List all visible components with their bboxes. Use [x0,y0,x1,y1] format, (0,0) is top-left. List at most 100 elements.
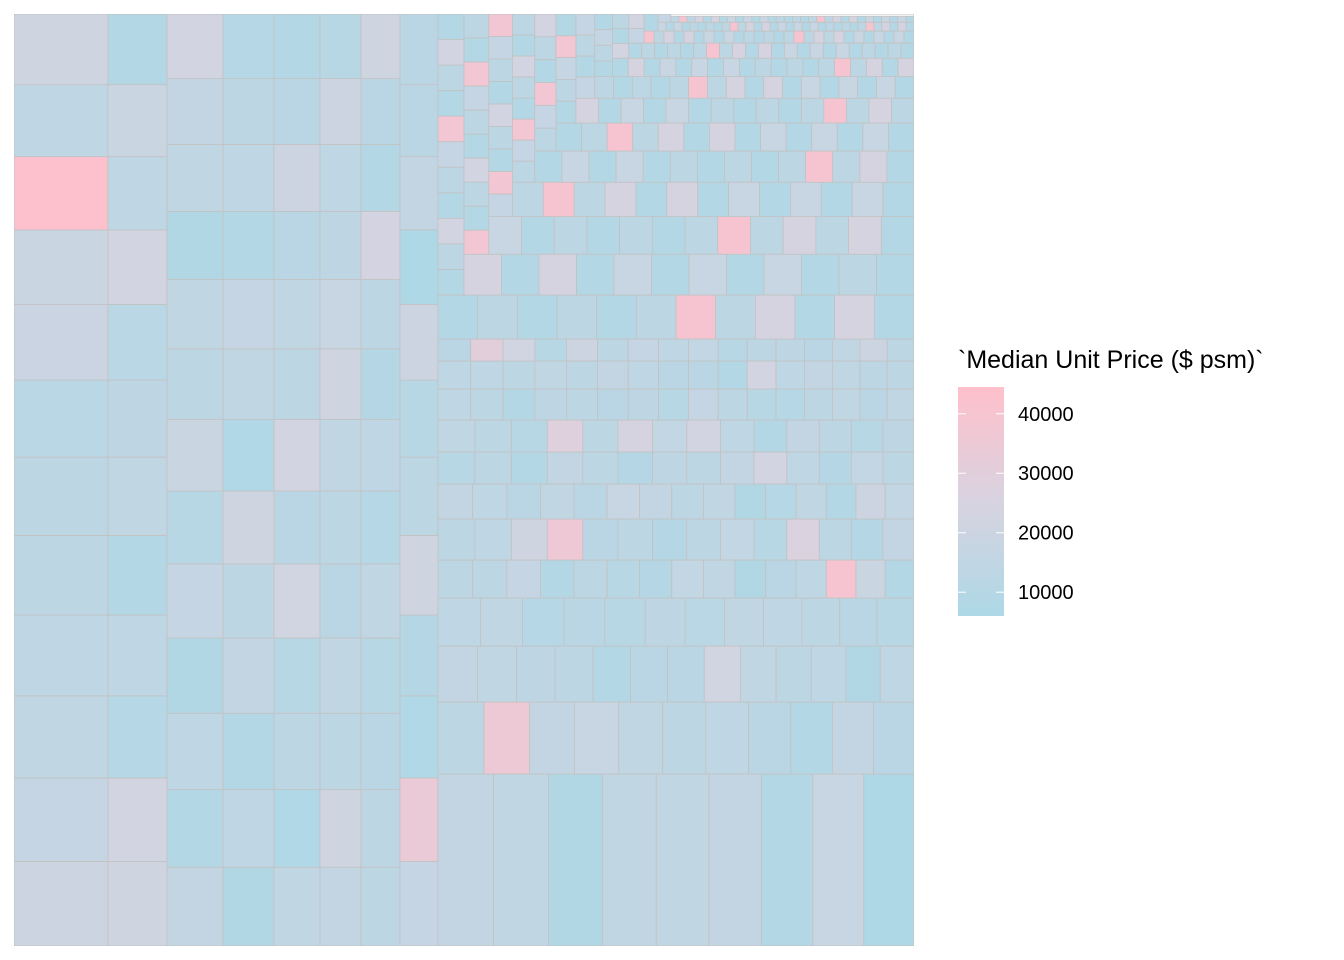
treemap-tile [702,15,712,23]
treemap-tile [882,419,914,453]
treemap-tile [703,483,736,520]
treemap-tile [746,388,777,421]
treemap-tile [502,360,536,390]
treemap-tile [643,97,667,124]
treemap-tile [710,97,735,124]
treemap-tile [737,21,747,32]
treemap-tile [612,43,630,59]
treemap-tile [744,76,765,99]
treemap-tile [319,712,362,791]
treemap-tile [719,15,728,23]
treemap-tile [793,30,805,44]
treemap-tile [14,695,109,779]
treemap-tile [743,15,753,23]
treemap-tile [705,21,715,32]
treemap-tile [511,139,536,162]
treemap-tile [14,84,109,158]
treemap-tile [273,789,321,868]
treemap-tile [582,518,619,561]
treemap-tile [594,76,614,99]
legend-tick-label: 20000 [1018,523,1074,545]
treemap-tile [835,42,850,59]
treemap-tile [848,216,882,255]
treemap-tile [703,30,715,44]
treemap-tile [777,21,787,32]
treemap-tile [665,97,690,124]
treemap-tile [729,21,739,32]
treemap-tile [360,14,401,79]
treemap-tile [437,64,465,92]
treemap-tile [801,21,811,32]
treemap-tile [652,518,688,561]
treemap-tile [824,15,834,23]
treemap-tile [805,150,834,183]
treemap-tile [681,21,691,32]
treemap-tile [873,294,914,340]
treemap-tile [754,57,772,78]
treemap-tile [399,860,439,946]
treemap-tile [554,645,594,703]
treemap-tile [502,338,536,362]
treemap-tile [758,42,772,59]
treemap-tile [470,388,504,421]
treemap-tile [839,597,878,647]
treemap-tile [273,78,321,145]
treemap-tile [639,483,673,520]
treemap-tile [222,210,275,280]
treemap-tile [463,181,490,207]
treemap-tile [222,563,275,639]
treemap-tile [615,150,644,183]
treemap-tile [825,21,835,32]
treemap-tile [542,181,575,217]
treemap-tile [888,122,914,152]
treemap-tile [743,30,755,44]
treemap-tile [703,559,736,599]
treemap-tile [166,210,224,280]
treemap-tile [658,338,689,362]
treemap-tile [511,97,536,120]
treemap-tile [654,42,669,59]
treemap-tile [166,637,224,714]
treemap-tile [655,773,710,946]
treemap-tile [673,21,683,32]
treemap-tile [905,15,914,23]
treemap-tile [546,419,584,453]
treemap-tile [472,483,508,520]
treemap-tile [399,84,439,158]
treemap-tile [273,418,321,492]
treemap-tile [581,122,608,152]
treemap-tile [463,157,490,183]
treemap-tile [671,483,704,520]
treemap-tile [627,360,660,390]
treemap-tile [810,645,847,703]
treemap-tile [897,21,907,32]
legend-tick-label: 40000 [1018,404,1074,426]
treemap-tile [574,701,620,775]
treemap-tile [222,143,275,212]
treemap-tile [840,15,850,23]
treemap-tile [723,57,740,78]
treemap-tile [782,216,817,255]
treemap-tile [861,42,876,59]
treemap-tile [555,122,582,152]
treemap-tile [675,294,717,340]
treemap-tile [273,712,321,791]
treemap-tile [319,490,362,565]
treemap-tile [876,76,896,99]
treemap-tile [859,150,888,183]
treemap-tile [728,181,760,217]
treemap-tile [753,451,788,485]
treemap-tile [437,559,474,599]
treemap-tile [725,76,746,99]
treemap-tile [850,57,867,78]
treemap-tile [14,456,109,536]
treemap-tile [511,55,536,78]
treemap-tile [107,456,168,536]
treemap-tile [598,97,622,124]
treemap-tile [437,90,465,117]
treemap-tile [726,253,765,296]
treemap-tile [686,419,722,453]
treemap-tile [399,695,439,779]
treemap-tile [617,419,654,453]
treemap-tile [319,789,362,868]
